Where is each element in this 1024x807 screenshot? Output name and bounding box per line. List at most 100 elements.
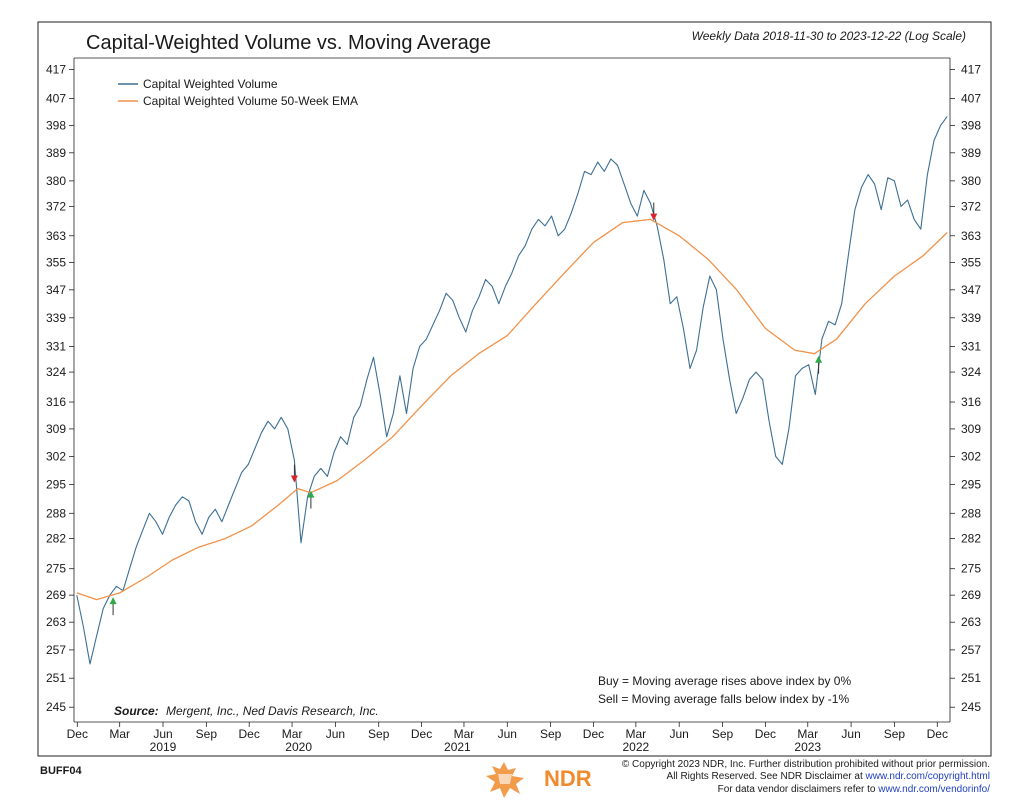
x-tick-label: Sep: [196, 727, 218, 741]
y-tick-label-right: 389: [961, 146, 981, 160]
y-tick-label-right: 295: [961, 478, 981, 492]
footer-vendor-link[interactable]: www.ndr.com/vendorinfo/: [877, 784, 990, 795]
y-tick-label-left: 389: [46, 146, 66, 160]
legend-label-volume: Capital Weighted Volume: [143, 77, 278, 91]
x-tick-label: Dec: [411, 727, 432, 741]
x-tick-label: Jun: [670, 727, 689, 741]
footer-vendor-prefix: For data vendor disclaimers refer to: [718, 784, 879, 795]
y-tick-label-left: 257: [46, 643, 66, 657]
y-tick-label-right: 347: [961, 283, 981, 297]
ema-series-line: [76, 218, 948, 601]
x-tick-label: Dec: [583, 727, 604, 741]
y-tick-label-left: 309: [46, 422, 66, 436]
x-axis-ticks: Dec Mar Jun Sep Dec Mar Jun Sep Dec Mar Jun Sep Dec M…: [67, 722, 948, 754]
x-tick-label: Dec: [67, 727, 88, 741]
y-tick-label-left: 251: [46, 671, 66, 685]
x-tick-label: Jun: [153, 727, 172, 741]
x-tick-label: Jun: [326, 727, 345, 741]
y-tick-label-left: 355: [46, 255, 66, 269]
y-tick-label-right: 288: [961, 506, 981, 520]
sell-signal-arrow: [290, 464, 298, 483]
legend: Capital Weighted Volume Capital Weighted…: [118, 77, 358, 108]
y-tick-label-left: 269: [46, 588, 66, 602]
x-tick-label: Mar: [626, 727, 647, 741]
y-tick-label-left: 417: [46, 62, 66, 76]
y-tick-label-right: 417: [961, 62, 981, 76]
y-tick-label-right: 324: [961, 365, 981, 379]
y-tick-label-left: 288: [46, 506, 66, 520]
y-tick-label-left: 407: [46, 92, 66, 106]
y-tick-label-right: 302: [961, 449, 981, 463]
x-year-label: 2023: [794, 740, 821, 754]
y-tick-label-left: 324: [46, 365, 66, 379]
x-tick-label: Dec: [927, 727, 948, 741]
buy-signal-arrow: [109, 597, 117, 616]
y-tick-label-left: 380: [46, 174, 66, 188]
y-tick-label-right: 407: [961, 92, 981, 106]
y-tick-label-left: 302: [46, 449, 66, 463]
x-tick-label: Sep: [712, 727, 734, 741]
y-tick-label-left: 282: [46, 532, 66, 546]
ndr-logo: NDR: [486, 762, 592, 798]
y-tick-label-left: 263: [46, 615, 66, 629]
footer-rights-prefix: All Rights Reserved. See NDR Disclaimer …: [667, 771, 866, 782]
x-tick-label: Jun: [498, 727, 517, 741]
y-tick-label-right: 282: [961, 532, 981, 546]
x-year-label: 2022: [623, 740, 650, 754]
chart-title: Capital-Weighted Volume vs. Moving Avera…: [86, 32, 491, 54]
volume-series-line: [76, 116, 948, 665]
y-tick-label-left: 275: [46, 562, 66, 576]
logo-text: NDR: [544, 766, 592, 791]
x-tick-label: Sep: [368, 727, 390, 741]
y-tick-label-right: 398: [961, 118, 981, 132]
buy-rule-note: Buy = Moving average rises above index b…: [598, 674, 851, 688]
sell-rule-note: Sell = Moving average falls below index …: [598, 692, 849, 706]
x-tick-label: Jun: [841, 727, 860, 741]
y-tick-label-right: 339: [961, 311, 981, 325]
x-year-label: 2021: [444, 740, 471, 754]
y-tick-label-right: 380: [961, 174, 981, 188]
x-tick-label: Mar: [454, 727, 475, 741]
y-tick-label-left: 339: [46, 311, 66, 325]
footer-rights-link[interactable]: www.ndr.com/copyright.html: [865, 771, 991, 782]
chart-code: BUFF04: [40, 765, 82, 777]
x-tick-label: Sep: [540, 727, 562, 741]
x-tick-label: Dec: [239, 727, 260, 741]
y-tick-label-right: 275: [961, 562, 981, 576]
x-tick-label: Dec: [755, 727, 776, 741]
y-tick-label-right: 263: [961, 615, 981, 629]
footer-vendor: For data vendor disclaimers refer to www…: [718, 784, 991, 795]
x-tick-label: Mar: [109, 727, 130, 741]
y-tick-label-left: 372: [46, 199, 66, 213]
chart-subtitle: Weekly Data 2018-11-30 to 2023-12-22 (Lo…: [692, 29, 966, 43]
signal-layer: [109, 202, 823, 616]
legend-label-ema: Capital Weighted Volume 50-Week EMA: [143, 94, 358, 108]
footer-rights: All Rights Reserved. See NDR Disclaimer …: [667, 771, 990, 782]
y-tick-label-left: 245: [46, 700, 66, 714]
y-tick-label-right: 363: [961, 229, 981, 243]
y-tick-label-right: 331: [961, 339, 981, 353]
x-year-label: 2019: [150, 740, 177, 754]
y-tick-label-left: 347: [46, 283, 66, 297]
y-tick-label-right: 257: [961, 643, 981, 657]
y-tick-label-right: 316: [961, 395, 981, 409]
y-tick-label-right: 251: [961, 671, 981, 685]
x-tick-label: Mar: [282, 727, 303, 741]
plot-frame: [37, 21, 992, 757]
x-tick-label: Sep: [884, 727, 906, 741]
x-year-label: 2020: [285, 740, 312, 754]
source-text: Mergent, Inc., Ned Davis Research, Inc.: [166, 704, 379, 718]
y-tick-label-left: 295: [46, 478, 66, 492]
y-tick-label-left: 331: [46, 339, 66, 353]
y-tick-label-right: 355: [961, 255, 981, 269]
x-tick-label: Mar: [797, 727, 818, 741]
buy-signal-arrow: [307, 490, 315, 509]
y-axis-ticks: 245 245 251 251 257 257 263 263 269 269 275 275 282 2…: [46, 62, 981, 714]
y-tick-label-right: 309: [961, 422, 981, 436]
buy-signal-arrow: [815, 355, 823, 374]
bull-icon: [486, 762, 524, 798]
y-tick-label-right: 372: [961, 199, 981, 213]
y-tick-label-left: 363: [46, 229, 66, 243]
y-tick-label-left: 398: [46, 118, 66, 132]
